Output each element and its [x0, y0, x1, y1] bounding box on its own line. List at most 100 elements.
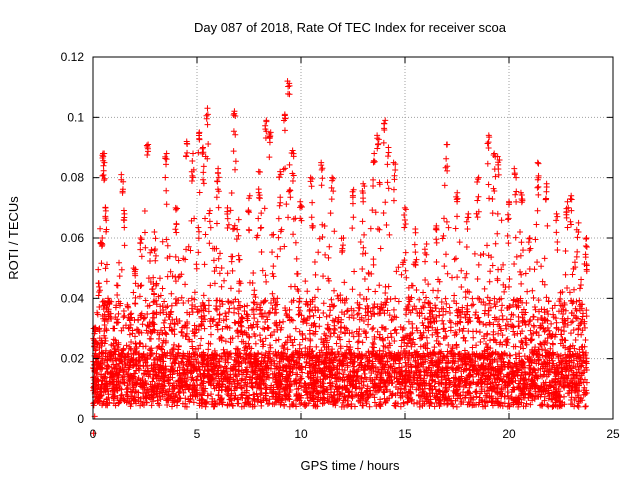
data-point [518, 369, 525, 376]
data-point [126, 343, 133, 350]
data-point [201, 316, 208, 323]
data-point [254, 376, 261, 383]
data-point [360, 244, 367, 251]
data-point [113, 282, 120, 289]
data-point [190, 349, 197, 356]
data-point [518, 239, 525, 246]
data-point [244, 317, 251, 324]
data-point [315, 286, 322, 293]
data-point [269, 232, 276, 239]
data-point [279, 373, 286, 380]
data-point [507, 352, 514, 359]
data-point [172, 253, 179, 260]
data-point [174, 353, 181, 360]
data-point [362, 329, 369, 336]
data-point [328, 296, 335, 303]
data-point [370, 183, 377, 190]
data-point [512, 351, 519, 358]
data-point [582, 403, 589, 410]
data-point [457, 319, 464, 326]
data-point [442, 308, 449, 315]
data-point [511, 332, 518, 339]
data-point [484, 242, 491, 249]
data-point [146, 335, 153, 342]
data-point [266, 342, 273, 349]
data-point [535, 346, 542, 353]
data-point [356, 291, 363, 298]
data-point [435, 333, 442, 340]
data-point [241, 308, 248, 315]
data-point [481, 402, 488, 409]
data-point [153, 301, 160, 308]
data-point [206, 218, 213, 225]
data-point [462, 314, 469, 321]
data-point [218, 378, 225, 385]
data-point [295, 287, 302, 294]
data-point [474, 214, 481, 221]
data-point [441, 182, 448, 189]
data-point [531, 303, 538, 310]
data-point [97, 225, 104, 232]
data-point [206, 240, 213, 247]
data-point [451, 256, 458, 263]
data-point [175, 343, 182, 350]
data-point [495, 381, 502, 388]
data-point [389, 316, 396, 323]
data-point [522, 270, 529, 277]
data-point [227, 207, 234, 214]
data-point [443, 218, 450, 225]
data-point [384, 358, 391, 365]
data-point [207, 224, 214, 231]
data-point [156, 275, 163, 282]
data-point [240, 355, 247, 362]
data-point [277, 245, 284, 252]
data-point [386, 312, 393, 319]
data-point [270, 350, 277, 357]
data-point [545, 298, 552, 305]
data-point [365, 321, 372, 328]
data-point [153, 309, 160, 316]
data-point [195, 224, 202, 231]
data-point [578, 362, 585, 369]
data-point [322, 251, 329, 258]
data-point [518, 271, 525, 278]
data-point [392, 295, 399, 302]
data-point [402, 221, 409, 228]
data-point [269, 249, 276, 256]
data-point [369, 326, 376, 333]
data-point [141, 314, 148, 321]
data-point [284, 346, 291, 353]
data-point [446, 317, 453, 324]
data-point [238, 314, 245, 321]
data-point [431, 344, 438, 351]
data-point [132, 340, 139, 347]
data-point [110, 325, 117, 332]
data-point [539, 402, 546, 409]
data-point [239, 395, 246, 402]
data-point [561, 378, 568, 385]
data-point [440, 305, 447, 312]
data-point [216, 315, 223, 322]
data-point [365, 394, 372, 401]
data-point [496, 316, 503, 323]
data-point [529, 287, 536, 294]
data-point [130, 289, 137, 296]
data-point [316, 235, 323, 242]
data-point [287, 194, 294, 201]
data-point [146, 302, 153, 309]
data-point [316, 314, 323, 321]
data-point [146, 257, 153, 264]
data-point [239, 385, 246, 392]
data-point [137, 395, 144, 402]
data-point [236, 256, 243, 263]
data-point [214, 306, 221, 313]
data-point [525, 321, 532, 328]
data-point [534, 207, 541, 214]
data-point [239, 314, 246, 321]
data-point [420, 289, 427, 296]
data-point [462, 294, 469, 301]
data-point [517, 252, 524, 259]
data-point [95, 266, 102, 273]
data-point [506, 403, 513, 410]
